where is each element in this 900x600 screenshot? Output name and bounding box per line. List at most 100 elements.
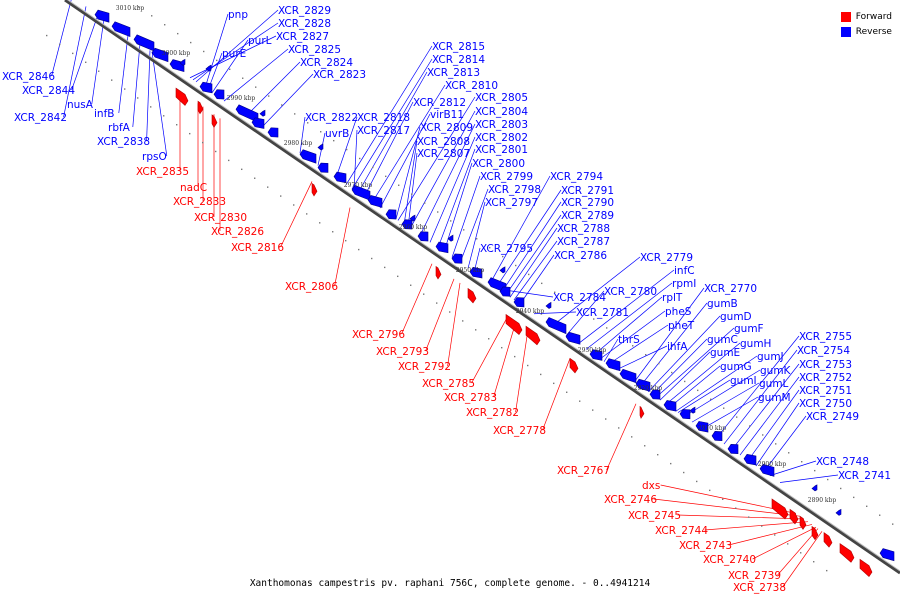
reverse-leader-line [495,189,562,288]
reverse-leader-line [353,129,358,191]
reverse-leader-line [647,315,721,393]
gene-label-xcr-2835: XCR_2835 [136,166,189,178]
position-dot [164,24,166,26]
reverse-leader-line [675,355,758,412]
forward-gene-arrow [771,498,789,520]
reverse-gene-arrow [401,219,413,230]
position-dot [215,150,217,153]
legend-item-forward: Forward [840,9,892,24]
gene-label-xcr-2824: XCR_2824 [300,57,353,69]
position-dot [605,418,607,420]
gene-label-gumb: gumB [707,298,738,310]
gene-label-xcr-2745: XCR_2745 [628,510,681,522]
position-dot [618,427,620,429]
gene-label-gume: gumE [710,347,740,359]
position-dot [670,462,672,465]
position-dot [736,416,738,418]
reverse-gene-arrow [179,58,186,66]
gene-label-xcr-2815: XCR_2815 [432,41,485,53]
gene-label-xcr-2792: XCR_2792 [398,361,451,373]
gene-label-xcr-2746: XCR_2746 [604,494,657,506]
reverse-leader-line [151,51,168,157]
gene-label-xcr-2743: XCR_2743 [679,540,732,552]
reverse-leader-line [763,415,807,472]
reverse-leader-line [299,116,306,154]
position-dot [242,77,244,79]
gene-label-uvrb: uvrB [325,128,349,140]
reverse-leader-line [245,61,301,117]
position-dot [632,345,634,347]
position-dot [359,157,361,160]
position-dot [813,561,815,563]
position-dot [502,255,504,258]
reverse-gene-arrow [267,127,279,138]
position-dot [592,409,594,411]
scale-tick-label: 2890 kbp [808,497,837,504]
position-dot [463,229,465,231]
position-dot [475,329,477,331]
position-dot [749,425,751,427]
reverse-gene-arrow [545,301,552,309]
reverse-gene-arrow [385,209,397,220]
reverse-leader-line [443,162,473,253]
reverse-leader-line [146,50,151,142]
position-dot [450,220,452,222]
gene-label-gumi: gumI [730,375,757,387]
reverse-leader-line [683,369,761,417]
reverse-leader-line [501,201,562,292]
position-dot [228,159,230,162]
gene-label-xcr-2813: XCR_2813 [427,67,480,79]
reverse-leader-line [409,110,476,229]
position-dot [657,453,659,456]
gene-label-nadc: nadC [180,182,207,194]
position-dot [280,195,282,197]
scale-tick-label: 2950 kbp [456,267,485,274]
forward-gene-arrow [175,87,189,106]
reverse-leader-line [755,402,800,467]
reverse-gene-arrow [409,214,416,222]
reverse-leader-line [71,14,99,91]
position-dot [761,525,763,527]
scale-tick-label: 2920 kbp [634,385,663,392]
forward-leader-line [542,358,571,431]
position-dot [801,461,803,463]
position-dot [59,43,61,46]
forward-gene-arrow [211,114,218,128]
forward-gene-arrow [525,325,541,346]
reverse-leader-line [639,302,708,387]
reverse-leader-line [779,474,839,483]
position-dot [514,355,516,358]
forward-leader-line [677,514,805,520]
reverse-gene-arrow [759,463,775,477]
position-dot [658,362,660,365]
reverse-leader-line [739,376,800,456]
gene-label-xcr-2809: XCR_2809 [420,122,473,134]
position-dot [528,273,530,276]
forward-leader-line [704,521,809,531]
forward-swatch [840,11,851,22]
position-dot [853,496,855,499]
reverse-gene-arrow [259,109,266,117]
reverse-gene-arrow [333,171,347,184]
gene-label-xcr-2748: XCR_2748 [816,456,869,468]
gene-label-xcr-2751: XCR_2751 [799,385,852,397]
position-dot [397,275,399,278]
gene-label-xcr-2817: XCR_2817 [357,125,410,137]
position-dot [137,97,139,99]
forward-leader-line [752,526,817,560]
reverse-gene-arrow [205,64,212,72]
forward-leader-line [515,329,529,413]
reverse-leader-line [211,39,249,94]
reverse-gene-arrow [435,241,449,254]
reverse-leader-line [615,345,668,371]
forward-gene-arrow [197,100,204,115]
position-dot [424,202,426,204]
position-dot [879,514,881,516]
forward-gene-arrow [505,313,523,335]
position-dot [151,15,153,17]
position-dot [176,124,178,126]
gene-label-xcr-2785: XCR_2785 [422,378,475,390]
position-dot [631,436,633,438]
gene-label-thrs: thrS [618,334,640,346]
reverse-leader-line [715,335,800,439]
